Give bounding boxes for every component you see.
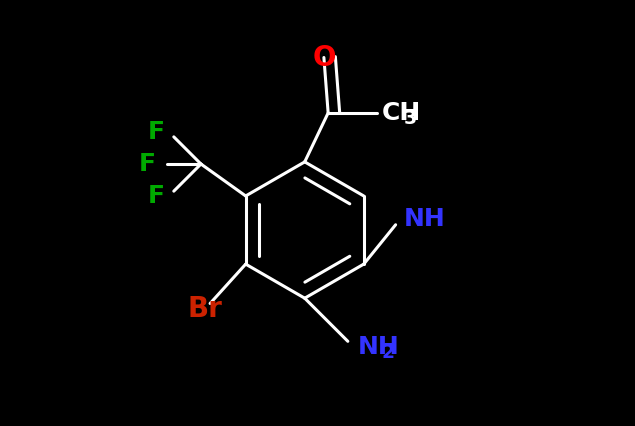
Text: F: F	[139, 152, 156, 176]
Text: F: F	[148, 120, 164, 144]
Text: NH: NH	[404, 207, 446, 231]
Text: CH: CH	[382, 101, 420, 125]
Text: O: O	[312, 43, 336, 72]
Text: Br: Br	[188, 295, 223, 323]
Text: 2: 2	[382, 343, 394, 362]
Text: NH: NH	[358, 335, 399, 359]
Text: 3: 3	[404, 109, 417, 127]
Text: F: F	[148, 184, 164, 208]
